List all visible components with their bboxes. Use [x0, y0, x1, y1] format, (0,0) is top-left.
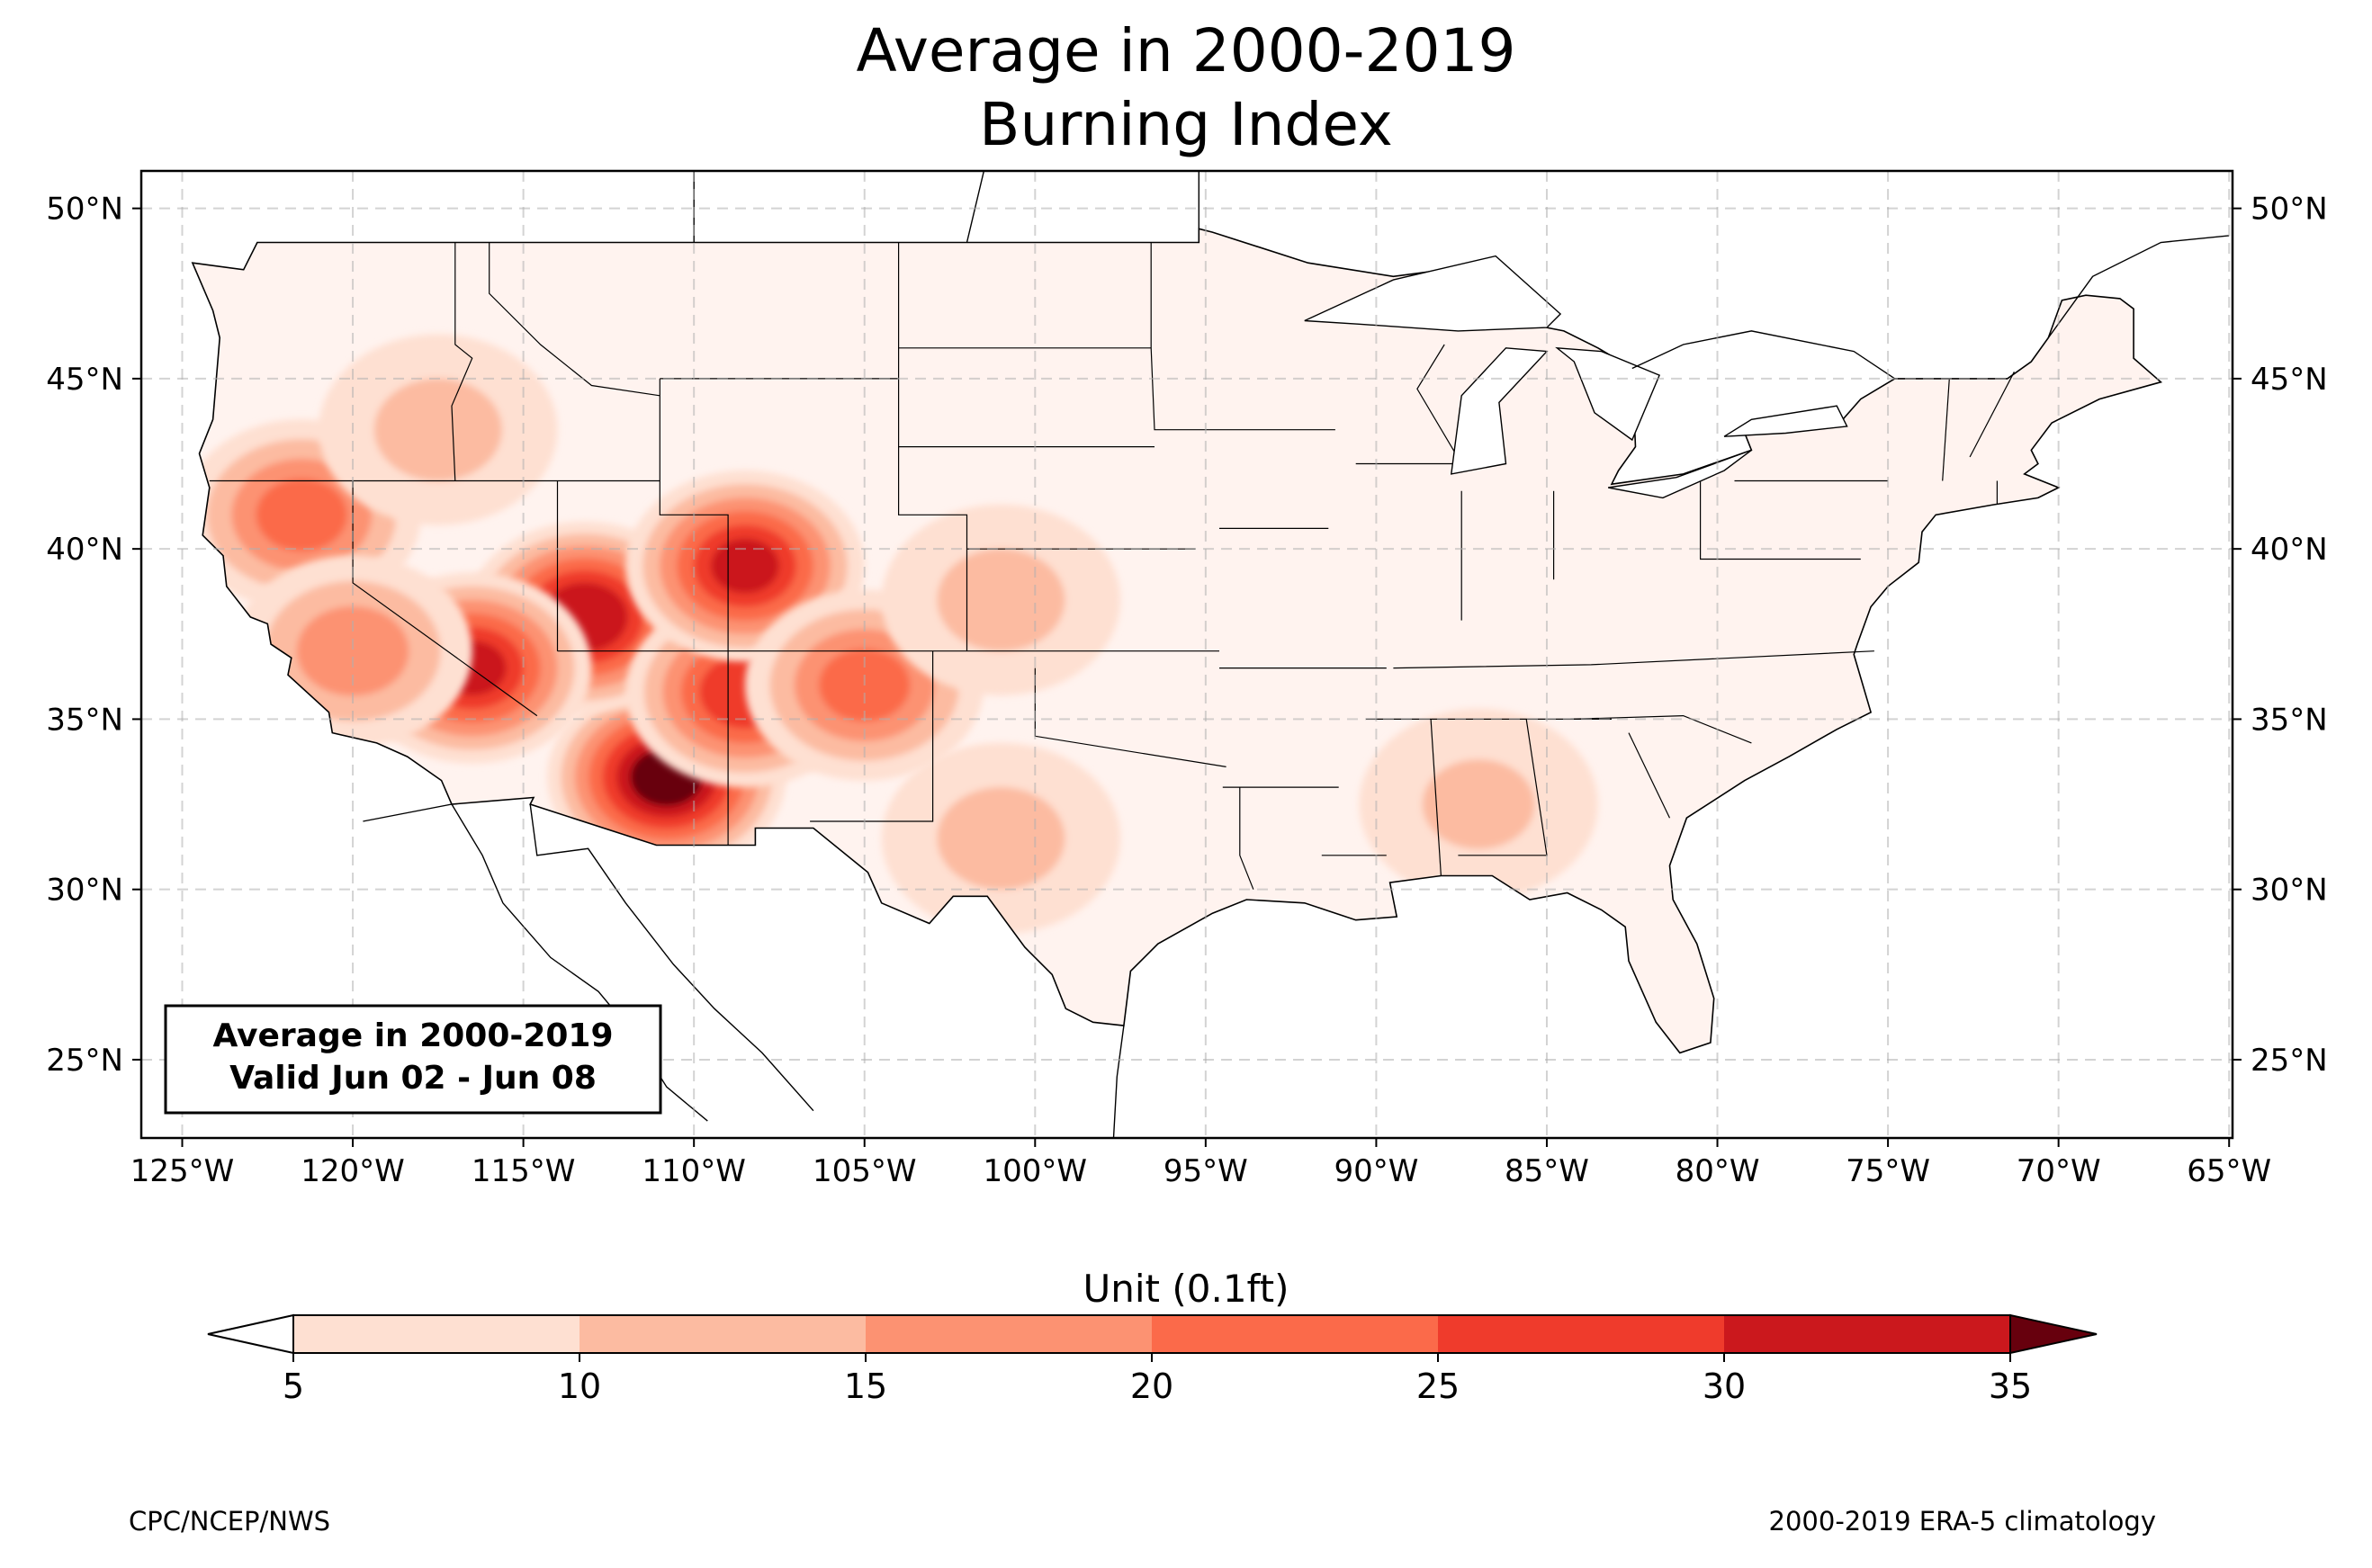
lat-tick-label-left: 25°N [46, 1043, 123, 1079]
colorbar-segment-10 [580, 1315, 867, 1353]
longitude-ticks: 125°W 120°W 115°W 110°W 105°W 100°W 95°W 90°W 85… [130, 1138, 2271, 1189]
hotspot-11 [319, 334, 558, 525]
conus-base [192, 228, 2161, 1053]
extra-border-6 [1631, 330, 1896, 380]
lat-tick-label-right: 45°N [2251, 362, 2328, 398]
lon-tick-label: 105°W [813, 1153, 917, 1189]
lat-tick-label-right: 50°N [2251, 192, 2328, 228]
inset-label-line1: Average in 2000-2019 [212, 1017, 613, 1054]
lat-tick-label-left: 40°N [46, 532, 123, 568]
colorbar-segment-30 [1724, 1315, 2011, 1353]
hotspot-6 [233, 555, 472, 747]
extra-border-7 [2047, 235, 2230, 338]
lat-tick-label-right: 35°N [2251, 702, 2328, 738]
lon-tick-label: 85°W [1505, 1153, 1589, 1189]
state-line-26 [1700, 480, 1861, 560]
footer-climatology: 2000-2019 ERA-5 climatology [1768, 1506, 2156, 1537]
colorbar-segment-20 [1152, 1315, 1439, 1353]
colorbar-tick-label: 20 [1130, 1366, 1173, 1406]
state-line-21 [1430, 719, 1442, 876]
state-line-8 [489, 242, 660, 397]
chart-title: Average in 2000-2019 [856, 16, 1516, 85]
lon-tick-label: 90°W [1334, 1153, 1418, 1189]
extra-border-5 [966, 171, 985, 243]
lat-tick-label-left: 35°N [46, 702, 123, 738]
chart-subtitle: Burning Index [979, 90, 1393, 159]
state-line-19 [1239, 787, 1254, 890]
hotspot-8 [881, 504, 1121, 696]
state-line-28 [1942, 378, 1950, 481]
lon-tick-label: 75°W [1846, 1153, 1930, 1189]
great-lake-2 [1555, 346, 1661, 442]
lon-tick-label: 70°W [2017, 1153, 2101, 1189]
colorbar-tick-label: 25 [1416, 1366, 1460, 1406]
colorbar-tick-label: 10 [558, 1366, 601, 1406]
conus-land [192, 228, 2161, 1053]
burning-index-contours [192, 334, 1598, 935]
lon-tick-label: 100°W [984, 1153, 1088, 1189]
colorbar-segment-15 [866, 1315, 1153, 1353]
contour-10 [373, 378, 502, 481]
colorbar-segment-5 [293, 1315, 580, 1353]
lat-tick-label-left: 30°N [46, 873, 123, 909]
lat-tick-label-right: 30°N [2251, 873, 2328, 909]
lat-tick-label-right: 25°N [2251, 1043, 2328, 1079]
colorbar-under-arrow [207, 1313, 294, 1355]
lat-tick-label-left: 50°N [46, 192, 123, 228]
colorbar-segment-25 [1438, 1315, 1725, 1353]
lat-tick-label-left: 45°N [46, 362, 123, 398]
state-line-15 [1150, 242, 1335, 431]
state-line-9 [810, 650, 934, 822]
great-lake-3 [1608, 449, 1752, 499]
colorbar-over-arrow [2009, 1313, 2098, 1355]
lon-tick-label: 110°W [642, 1153, 746, 1189]
state-line-34 [1355, 344, 1463, 465]
lon-tick-label: 95°W [1164, 1153, 1248, 1189]
extra-border-2 [1112, 1026, 1125, 1138]
inset-label-line2: Valid Jun 02 - Jun 08 [229, 1060, 597, 1097]
inset-label-box: Average in 2000-2019 Valid Jun 02 - Jun … [164, 1004, 662, 1115]
state-line-30 [1570, 714, 1752, 744]
hotspot-10 [881, 742, 1121, 935]
colorbar-tick-label: 30 [1703, 1366, 1746, 1406]
latitude-ticks: 50°N 50°N 45°N 45°N 40°N 40°N 35°N 35°N 30°N 30°N… [46, 192, 2327, 1079]
state-line-29 [1393, 650, 1874, 669]
contour-10 [937, 549, 1065, 651]
hotspot-9 [1359, 708, 1598, 900]
colorbar-tick-label: 5 [283, 1366, 304, 1406]
lat-tick-label-right: 40°N [2251, 532, 2328, 568]
contour-20 [256, 478, 347, 551]
lon-tick-label: 125°W [130, 1153, 235, 1189]
contour-10 [937, 787, 1065, 890]
state-line-0 [451, 242, 473, 481]
great-lake-4 [1723, 405, 1848, 437]
map-frame [139, 169, 2234, 1140]
contour-30 [711, 538, 779, 594]
state-line-32 [1969, 372, 2015, 458]
colorbar-tick-label: 15 [844, 1366, 887, 1406]
footer-source: CPC/NCEP/NWS [129, 1506, 331, 1537]
colorbar: 5 10 15 20 25 30 35 [207, 1313, 2098, 1406]
lon-tick-label: 80°W [1676, 1153, 1760, 1189]
lon-tick-label: 115°W [472, 1153, 576, 1189]
lon-tick-label: 120°W [301, 1153, 405, 1189]
colorbar-title: Unit (0.1ft) [1083, 1267, 1289, 1311]
lon-tick-label: 65°W [2187, 1153, 2271, 1189]
extra-border-1 [529, 803, 814, 1112]
gridlines [141, 171, 2233, 1138]
contour-15 [296, 605, 409, 696]
colorbar-tick-label: 35 [1989, 1366, 2032, 1406]
contour-10 [1422, 759, 1535, 849]
state-line-31 [1628, 732, 1671, 819]
